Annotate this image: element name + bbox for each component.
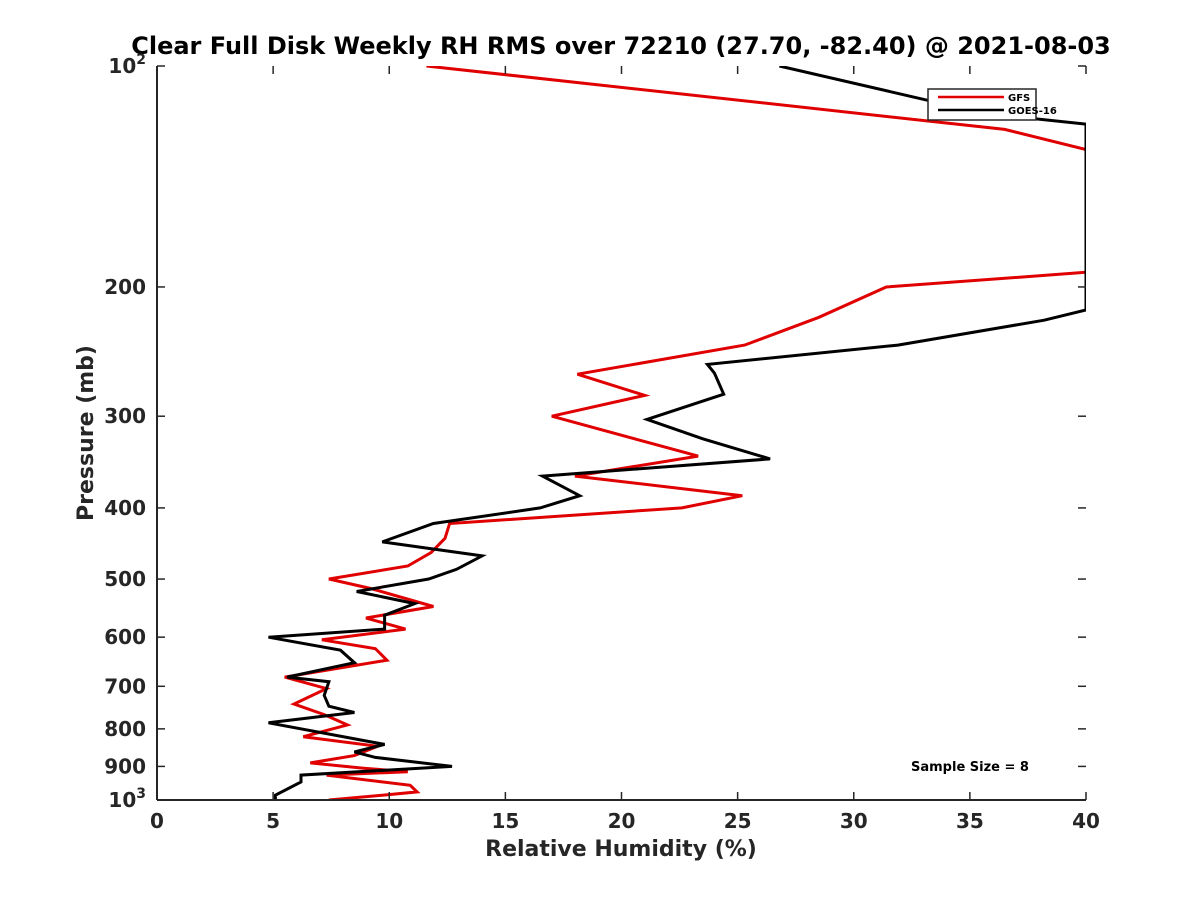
legend: GFS GOES-16 xyxy=(927,88,1057,121)
plot-area-frame xyxy=(157,66,1086,800)
legend-box xyxy=(927,88,1037,121)
chart-title: Clear Full Disk Weekly RH RMS over 72210… xyxy=(131,32,1111,60)
y-tick-label: 700 xyxy=(104,674,146,698)
y-axis-label: Pressure (mb) xyxy=(74,345,99,521)
sample-size-annotation: Sample Size = 8 xyxy=(911,760,1029,775)
series-line-gfs xyxy=(284,66,1086,801)
y-tick-label: 500 xyxy=(104,567,146,591)
x-tick-label: 20 xyxy=(608,809,636,833)
x-tick-label: 0 xyxy=(150,809,164,833)
x-tick-label: 10 xyxy=(375,809,403,833)
x-tick-label: 40 xyxy=(1072,809,1100,833)
y-tick-label: 600 xyxy=(104,625,146,649)
y-tick-label-exponent: 2 xyxy=(136,52,146,68)
y-tick-label: 102 xyxy=(108,52,146,78)
legend-label-goes-16: GOES-16 xyxy=(1008,106,1057,117)
x-axis-label: Relative Humidity (%) xyxy=(485,837,757,862)
y-tick-label: 400 xyxy=(104,496,146,520)
y-tick-label-exponent: 3 xyxy=(136,786,146,802)
y-tick-label-base: 10 xyxy=(108,54,136,78)
y-tick-label: 103 xyxy=(108,786,146,812)
x-tick-label: 35 xyxy=(956,809,984,833)
legend-label-gfs: GFS xyxy=(1008,93,1030,104)
x-tick-label: 5 xyxy=(266,809,280,833)
y-tick-label: 800 xyxy=(104,717,146,741)
x-tick-label: 15 xyxy=(491,809,519,833)
x-tick-label: 25 xyxy=(724,809,752,833)
x-ticks: 0 5 10 15 20 25 30 35 40 xyxy=(150,66,1100,833)
y-tick-label: 200 xyxy=(104,275,146,299)
y-tick-label-base: 10 xyxy=(108,788,136,812)
x-tick-label: 30 xyxy=(840,809,868,833)
y-tick-label: 300 xyxy=(104,404,146,428)
y-tick-label: 900 xyxy=(104,754,146,778)
series-line-goes-16 xyxy=(268,66,1086,800)
series-layer xyxy=(268,66,1086,801)
